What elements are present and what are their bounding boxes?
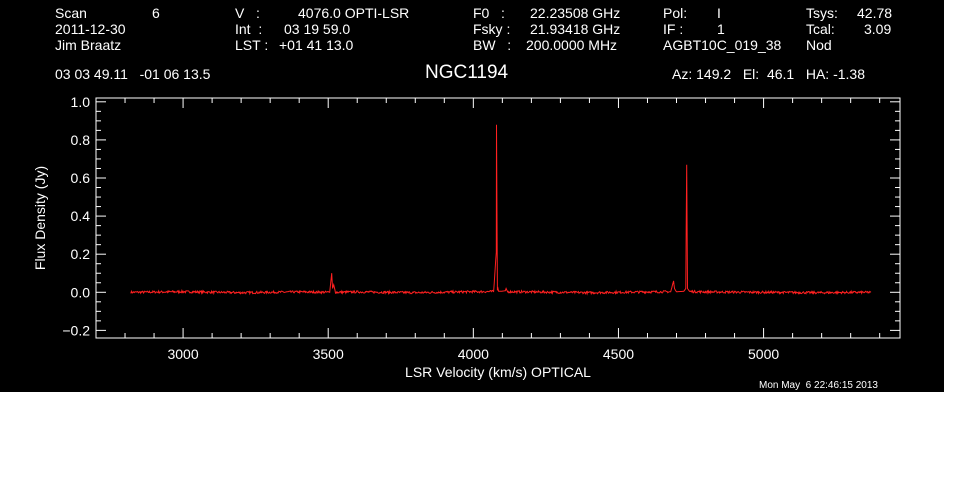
tsys-label: Tsys: [806,5,838,21]
x-tick-label: 4500 [603,346,634,362]
project-id: AGBT10C_019_38 [663,37,782,53]
x-axis-label: LSR Velocity (km/s) OPTICAL [405,364,591,380]
x-tick-label: 3000 [167,346,198,362]
source-coordinates: 03 03 49.11 -01 06 13.5 [55,66,211,82]
polarization-label: Pol: [663,5,688,21]
x-tick-label: 5000 [748,346,779,362]
rest-frequency-label: F0 : [473,5,505,21]
observer-name: Jim Braatz [55,37,122,53]
source-name: NGC1194 [425,62,509,83]
velocity-label: V : [235,5,260,21]
lst-value: +01 41 13.0 [279,37,354,53]
integration-value: 03 19 59.0 [284,21,351,37]
if-value: 1 [717,21,725,37]
az-el-ha: Az: 149.2 El: 46.1 HA: -1.38 [672,66,865,82]
y-tick-label: −0.2 [62,322,90,338]
y-tick-label: 1.0 [71,94,91,110]
sky-frequency-value: 21.93418 GHz [530,21,621,37]
switching-mode: Nod [806,37,832,53]
scan-label: Scan [55,5,87,21]
y-tick-label: 0.2 [71,246,91,262]
y-tick-label: 0.6 [71,170,91,186]
lst-label: LST : [235,37,269,53]
x-tick-label: 3500 [313,346,344,362]
plot-window: Scan 6 2011-12-30 Jim Braatz V : 4076.0 … [0,0,944,392]
if-label: IF : [663,21,684,37]
y-tick-label: 0.8 [71,132,91,148]
y-tick-label: 0.0 [71,284,91,300]
y-axis-label: Flux Density (Jy) [32,166,48,270]
integration-label: Int : [235,21,263,37]
tsys-value: 42.78 [857,5,893,21]
velocity-value: 4076.0 OPTI-LSR [298,5,410,21]
x-tick-label: 4000 [458,346,489,362]
spectrum-plot: 3000 3500 4000 4500 5000 −0.2 0.0 0.2 0.4 0.6 0.8 1… [32,94,901,380]
plot-frame [95,97,901,339]
polarization-value: I [717,5,721,21]
rest-frequency-value: 22.23508 GHz [530,5,621,21]
observation-date: 2011-12-30 [55,21,126,37]
y-tick-label: 0.4 [71,208,91,224]
plot-timestamp: Mon May 6 22:46:15 2013 [759,380,878,391]
spectrum-line [130,124,872,296]
bandwidth-label: BW : [473,37,512,53]
tcal-value: 3.09 [864,21,892,37]
axis-ticks [95,98,900,338]
sky-frequency-label: Fsky : [473,21,511,37]
axis-tick-labels: 3000 3500 4000 4500 5000 −0.2 0.0 0.2 0.4 0.6 0.8 1… [62,94,779,362]
scan-value: 6 [152,5,160,21]
bandwidth-value: 200.0000 MHz [526,37,618,53]
tcal-label: Tcal: [806,21,835,37]
